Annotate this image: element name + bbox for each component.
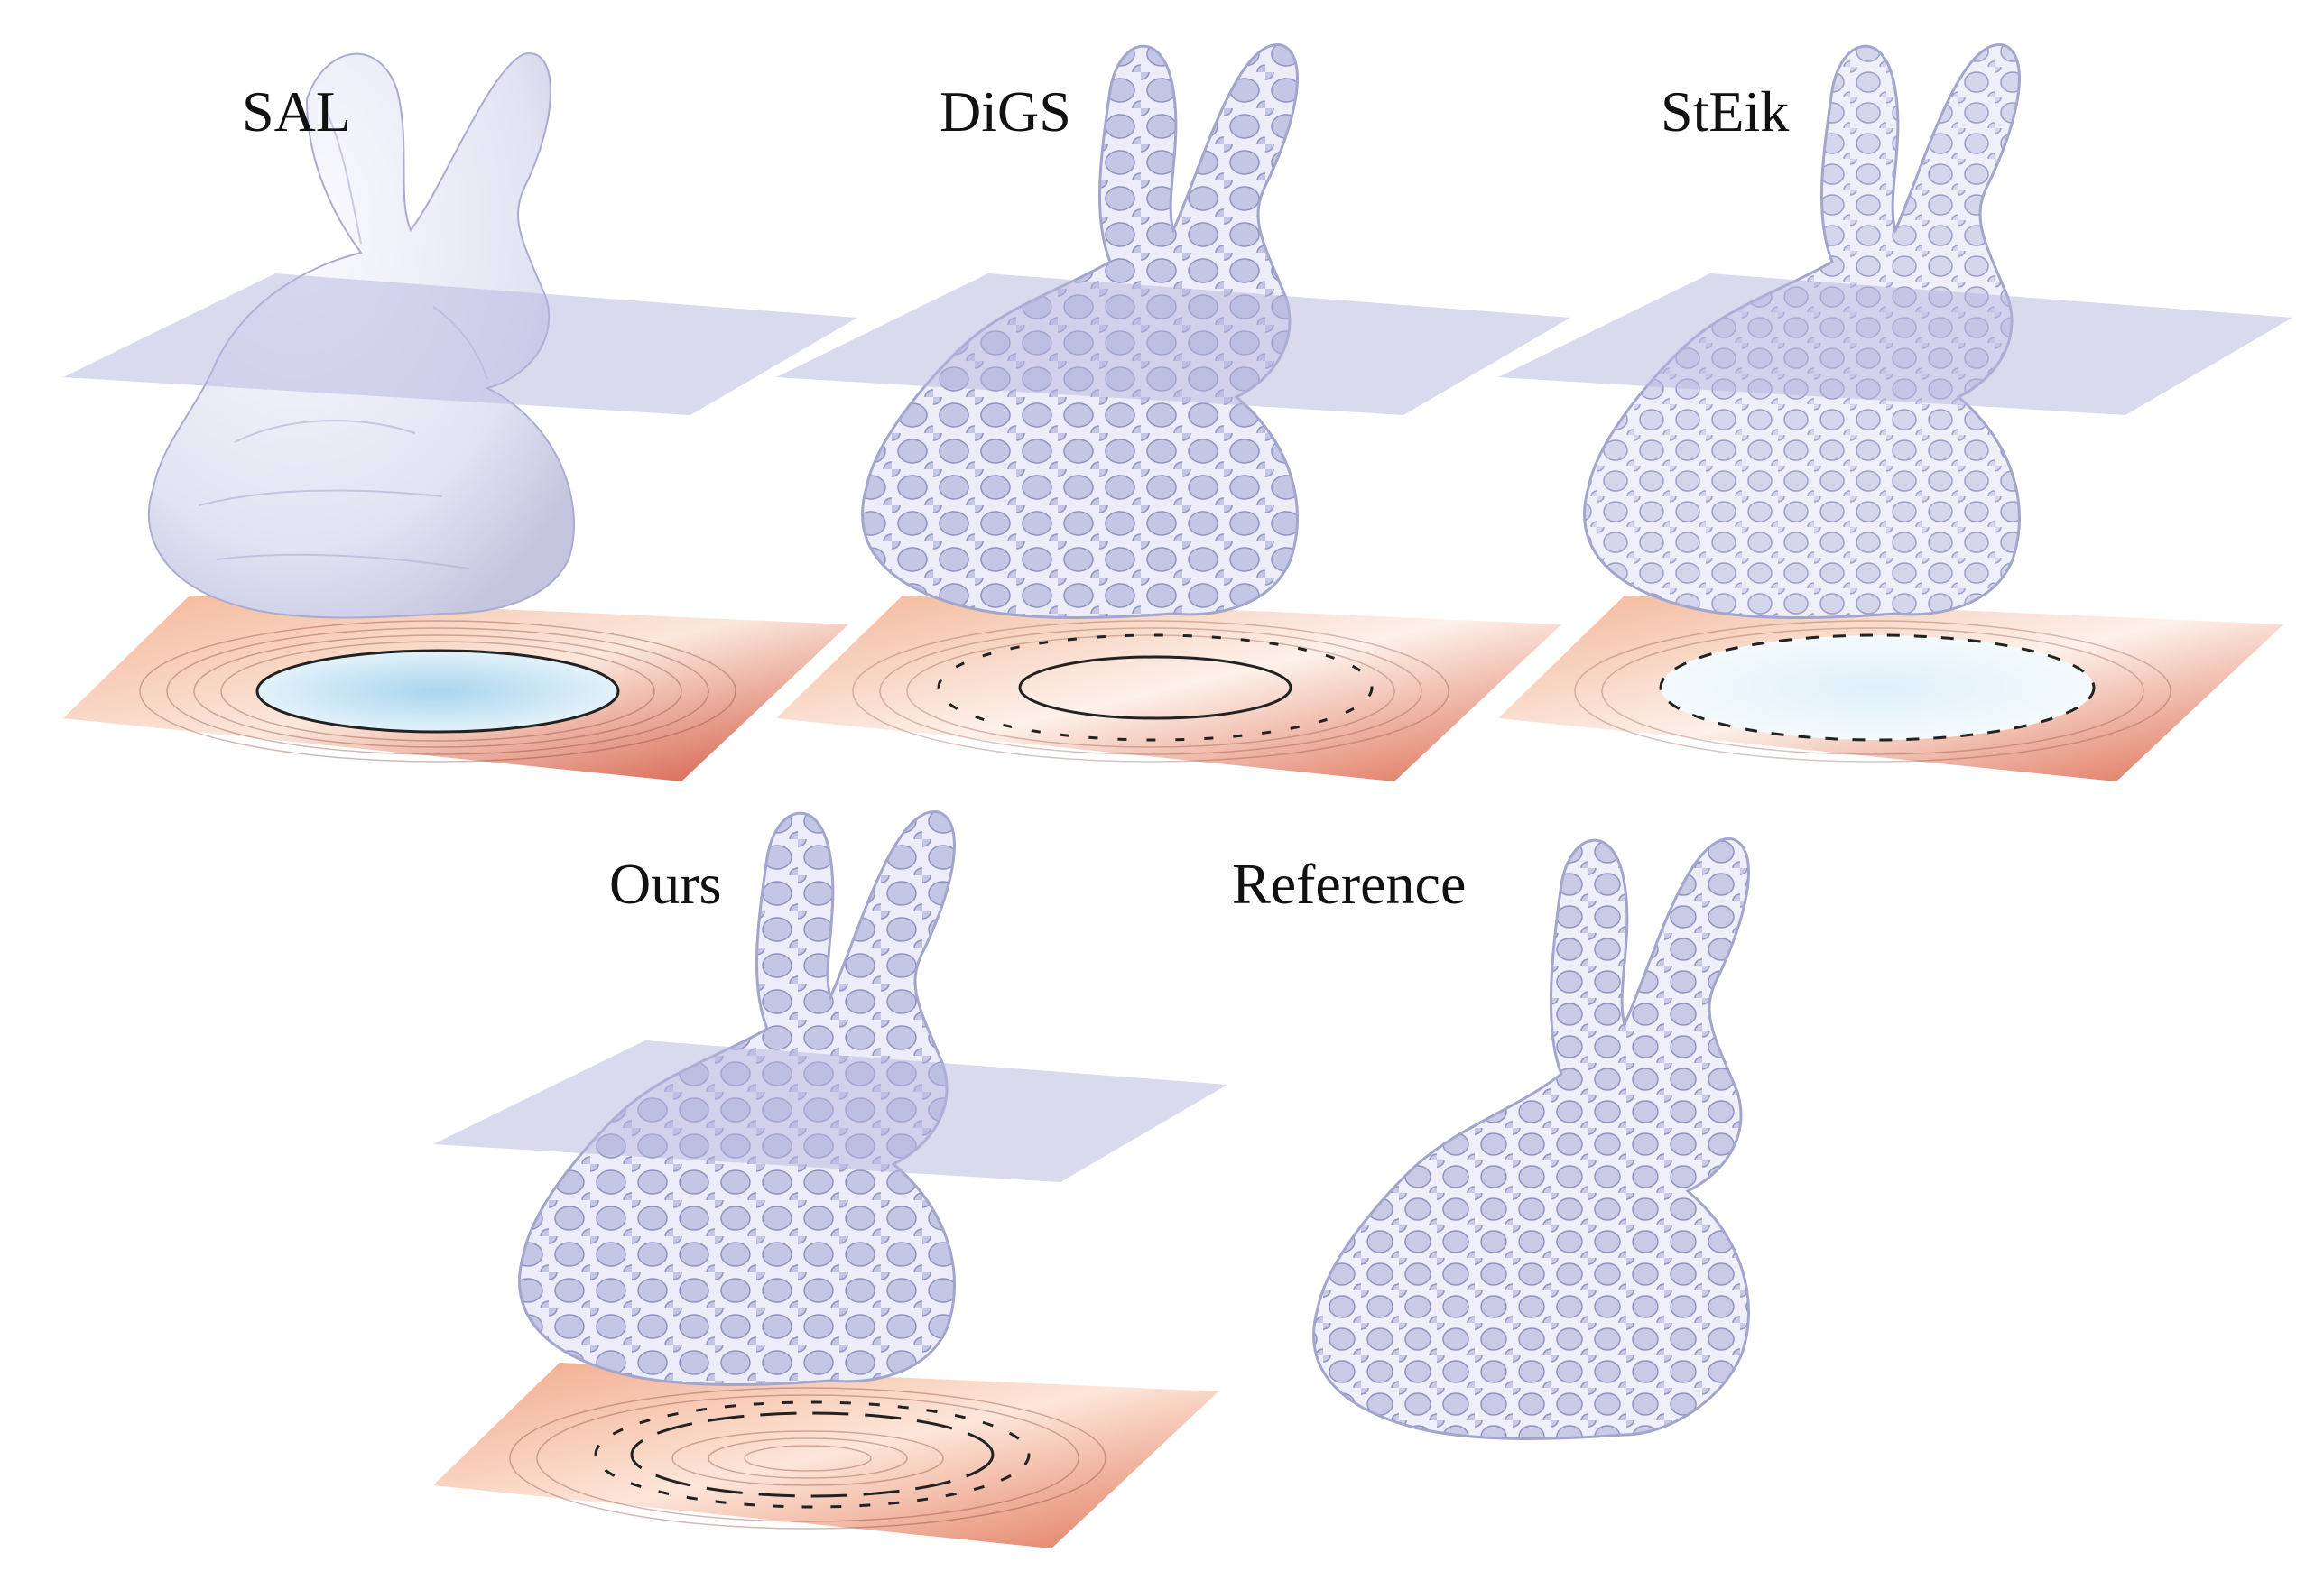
contour-lines <box>139 620 736 763</box>
panel-label: SAL <box>242 79 351 143</box>
panel-steik: StEik <box>1489 36 2301 794</box>
panel-digs: DiGS <box>767 36 1579 794</box>
panel-label: StEik <box>1661 79 1790 143</box>
reference-render <box>1312 837 1750 1440</box>
slice-plane <box>63 273 857 415</box>
panel-label: DiGS <box>940 79 1071 143</box>
inside-region <box>1659 633 2096 742</box>
distance-field-slice <box>433 1363 1218 1548</box>
panel-sal: SAL <box>54 36 866 794</box>
contour-lines <box>852 620 1449 763</box>
slice-plane <box>776 273 1570 415</box>
distance-field-slice <box>776 596 1561 781</box>
ours-render <box>433 810 1227 1548</box>
zero-level-contour <box>594 1400 1031 1509</box>
panel-ours: Ours <box>424 803 1236 1561</box>
slice-plane <box>1498 273 2292 415</box>
panel-reference: Reference <box>1209 803 2022 1561</box>
zero-level-contour <box>937 633 1374 742</box>
contour-lines <box>1574 620 2171 763</box>
panel-label: Ours <box>609 852 722 916</box>
contour-lines <box>509 1387 1106 1530</box>
slice-plane <box>433 1040 1227 1182</box>
panel-label: Reference <box>1232 852 1467 916</box>
digs-render <box>776 43 1570 781</box>
inside-region <box>255 649 620 734</box>
steik-render <box>1498 43 2292 781</box>
bunny-lattice-surface <box>1312 837 1750 1440</box>
sal-render <box>63 52 857 781</box>
